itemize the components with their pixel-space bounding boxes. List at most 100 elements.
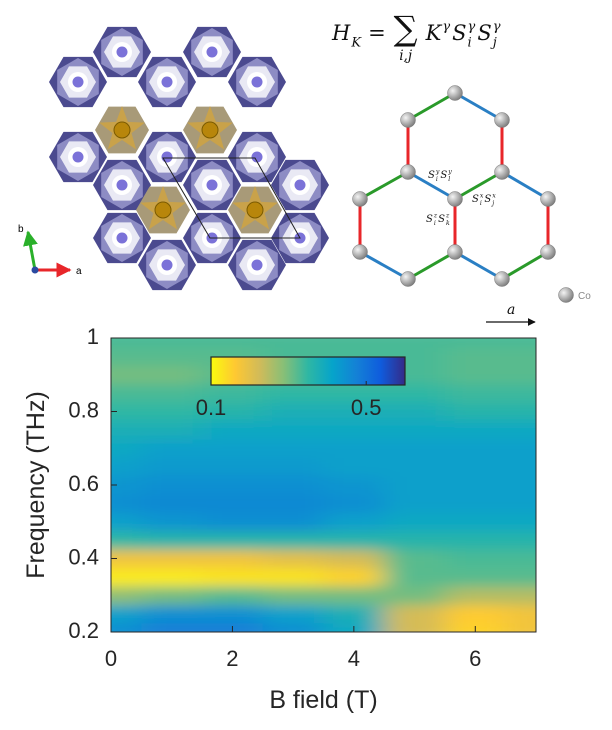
heatmap-cell (141, 622, 203, 632)
heatmap-cell (262, 530, 324, 550)
bond (359, 170, 409, 201)
formula-term: ∑ (394, 9, 418, 48)
heatmap-cell (444, 494, 507, 514)
heatmap-cell (384, 402, 446, 422)
sb-atom (246, 201, 264, 219)
bond (454, 91, 503, 122)
heatmap-cell (505, 338, 536, 348)
legend-atom (558, 287, 574, 303)
heatmap-cell (202, 383, 264, 403)
heatmap-cell (111, 475, 142, 495)
bond-label-sup: z (445, 213, 450, 220)
colorbar-tick-label: 0.1 (196, 395, 227, 420)
bond-label: S (484, 194, 491, 205)
bond-label: S (472, 194, 479, 205)
co-atom (251, 151, 263, 163)
heatmap-cell (505, 457, 536, 477)
heatmap-cell (141, 383, 203, 403)
axis-b-arrow (23, 230, 38, 271)
heatmap-cell (384, 494, 446, 514)
formula-term-sub: j (490, 35, 497, 50)
heatmap-chart: 0 2 4 6 0.2 0.4 0.6 0.8 1 B field (T) Frequency (T… (22, 324, 537, 714)
heatmap-cell (202, 604, 264, 624)
heatmap-cell (505, 604, 536, 624)
heatmap-cell (444, 586, 507, 605)
heatmap-cell (323, 512, 385, 532)
heatmap-cell (202, 530, 264, 550)
heatmap-cell (141, 530, 203, 550)
heatmap-cell (384, 338, 446, 348)
heatmap-cell (262, 338, 324, 348)
heatmap-cell (505, 420, 536, 440)
heatmap-cell (262, 494, 324, 514)
heatmap-cell (111, 402, 142, 422)
heatmap-cell (323, 420, 385, 440)
co-atom (352, 244, 368, 260)
axis-a-label: a (76, 266, 82, 277)
heatmap-cell (141, 347, 203, 367)
unit-cell (162, 157, 301, 239)
heatmap-cell (384, 549, 446, 569)
heatmap-cell (505, 494, 536, 514)
heatmap-cell (111, 338, 142, 348)
bond-label: S (440, 170, 447, 181)
x-tick-label: 0 (105, 646, 117, 671)
heatmap-cell (141, 457, 203, 477)
lattice-axis-label: a (507, 302, 515, 318)
bond-label-sup: y (447, 169, 452, 176)
co-atom (447, 244, 463, 260)
heatmap-cell (111, 604, 142, 624)
heatmap-cell (384, 457, 446, 477)
bond (407, 170, 456, 201)
heatmap-cell (111, 586, 142, 605)
heatmap-cell (262, 475, 324, 495)
heatmap-cell (202, 512, 264, 532)
y-tick-label: 0.2 (68, 618, 99, 643)
heatmap-cell (505, 347, 536, 367)
bond-label: S (438, 214, 445, 225)
bond-label-sub: k (446, 220, 450, 227)
co-atom (294, 179, 306, 191)
heatmap-cell (384, 586, 446, 605)
heatmap-cell (444, 439, 507, 458)
heatmap-cell (111, 347, 142, 367)
co-atom (116, 179, 128, 191)
formula-term-under: i,j (399, 48, 413, 64)
heatmap-cell (444, 347, 507, 367)
heatmap-cell (111, 457, 142, 477)
co-atom (251, 259, 263, 271)
co-atom (116, 46, 128, 58)
heatmap-cell (444, 549, 507, 569)
bond (501, 250, 549, 281)
bond-label-sub: i (434, 220, 436, 227)
heatmap-cell (384, 512, 446, 532)
heatmap-cell (323, 383, 385, 403)
heatmap-cell (384, 439, 446, 458)
heatmap-cell (444, 338, 507, 348)
y-axis-label: Frequency (THz) (22, 391, 50, 579)
heatmap-cell (323, 549, 385, 569)
heatmap-cell (505, 622, 536, 632)
heatmap-cell (323, 586, 385, 605)
sb-atom (113, 121, 131, 139)
co-atom (251, 76, 263, 88)
heatmap-cell (111, 420, 142, 440)
legend-label: Co (578, 291, 591, 302)
heatmap-cell (141, 475, 203, 495)
heatmap-cell (262, 457, 324, 477)
bond (454, 250, 503, 281)
formula-term: H (331, 21, 351, 45)
heatmap-cell (202, 439, 264, 458)
bond (454, 170, 503, 201)
heatmap-cell (444, 457, 507, 477)
formula-term-sup: γ (493, 20, 501, 35)
heatmap-cell (444, 604, 507, 624)
heatmap-cell (444, 383, 507, 403)
heatmap-cell (505, 586, 536, 605)
heatmap-cell (505, 402, 536, 422)
co-atom (400, 271, 416, 287)
heatmap-cell (262, 622, 324, 632)
heatmap-cell (444, 475, 507, 495)
co-atom (161, 151, 173, 163)
formula-term: K (425, 21, 443, 45)
